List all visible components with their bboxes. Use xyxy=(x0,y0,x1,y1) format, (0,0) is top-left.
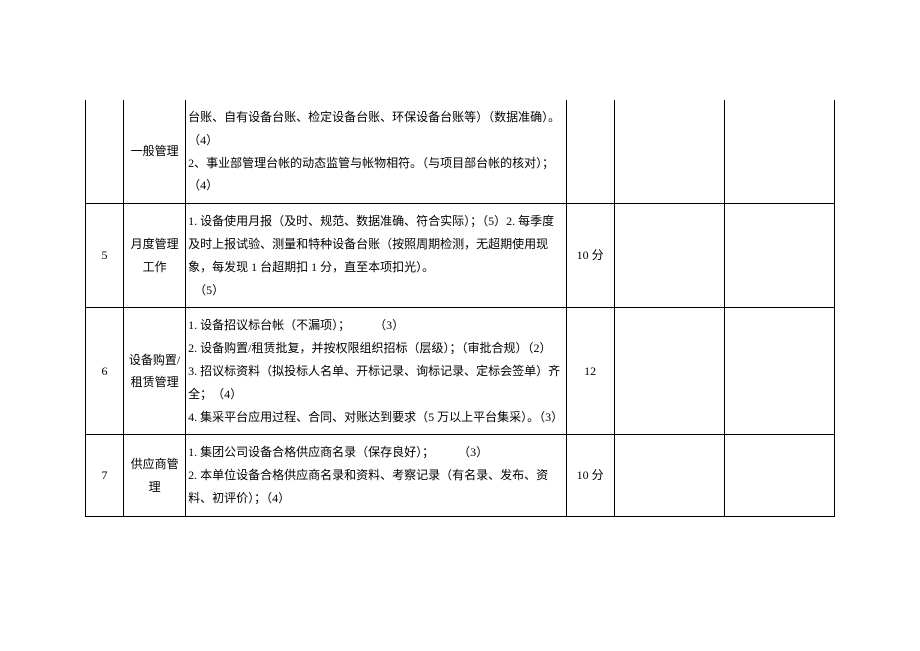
cell-score xyxy=(566,100,614,204)
cell-content: 台账、自有设备台账、检定设备台账、环保设备台账等）（数据准确）。（4）2、事业部… xyxy=(186,100,567,204)
table-row: 一般管理台账、自有设备台账、检定设备台账、环保设备台账等）（数据准确）。（4）2… xyxy=(86,100,835,204)
cell-blank2 xyxy=(724,100,834,204)
assessment-table: 一般管理台账、自有设备台账、检定设备台账、环保设备台账等）（数据准确）。（4）2… xyxy=(85,100,835,517)
cell-blank2 xyxy=(724,435,834,516)
cell-num: 7 xyxy=(86,435,124,516)
table-row: 6设备购置/租赁管理1. 设备招议标台帐（不漏项）； （3）2. 设备购置/租赁… xyxy=(86,308,835,435)
cell-num: 6 xyxy=(86,308,124,435)
table-row: 5月度管理工作1. 设备使用月报（及时、规范、数据准确、符合实际）；（5）2. … xyxy=(86,204,835,308)
table-row: 7供应商管理1. 集团公司设备合格供应商名录（保存良好）； （3）2. 本单位设… xyxy=(86,435,835,516)
cell-num xyxy=(86,100,124,204)
table-body: 一般管理台账、自有设备台账、检定设备台账、环保设备台账等）（数据准确）。（4）2… xyxy=(86,100,835,516)
cell-category: 一般管理 xyxy=(124,100,186,204)
cell-blank2 xyxy=(724,204,834,308)
cell-content: 1. 设备招议标台帐（不漏项）； （3）2. 设备购置/租赁批复，并按权限组织招… xyxy=(186,308,567,435)
cell-score: 10 分 xyxy=(566,435,614,516)
cell-content: 1. 集团公司设备合格供应商名录（保存良好）； （3）2. 本单位设备合格供应商… xyxy=(186,435,567,516)
cell-blank2 xyxy=(724,308,834,435)
cell-score: 10 分 xyxy=(566,204,614,308)
cell-content: 1. 设备使用月报（及时、规范、数据准确、符合实际）；（5）2. 每季度及时上报… xyxy=(186,204,567,308)
cell-blank1 xyxy=(614,204,724,308)
cell-category: 月度管理工作 xyxy=(124,204,186,308)
cell-category: 供应商管理 xyxy=(124,435,186,516)
cell-category: 设备购置/租赁管理 xyxy=(124,308,186,435)
cell-num: 5 xyxy=(86,204,124,308)
cell-score: 12 xyxy=(566,308,614,435)
cell-blank1 xyxy=(614,435,724,516)
cell-blank1 xyxy=(614,308,724,435)
cell-blank1 xyxy=(614,100,724,204)
